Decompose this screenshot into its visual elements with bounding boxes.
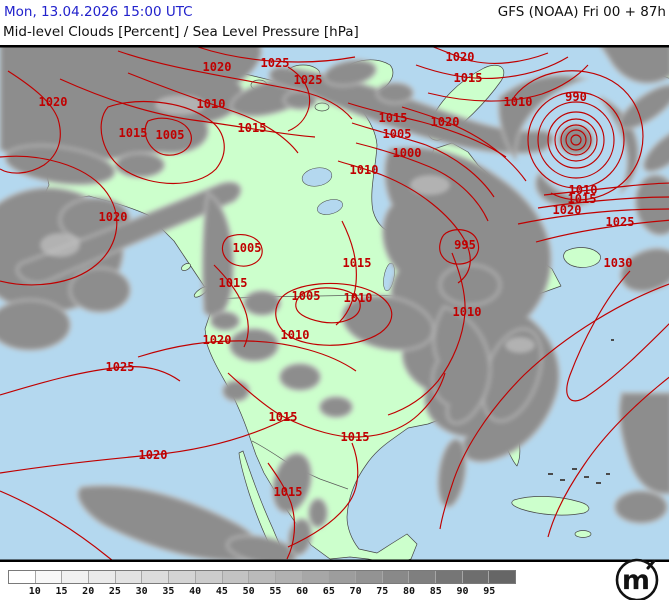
legend-tick: 85 (429, 586, 442, 597)
isobar-label: 1020 (431, 115, 460, 129)
isobar-lines (0, 45, 669, 562)
gulf-of-california (246, 455, 279, 539)
isobar-label: 1015 (269, 410, 298, 424)
map-title: Mid-level Clouds [Percent] / Sea Level P… (3, 24, 359, 40)
logo-circle (615, 558, 659, 600)
isobar-label: 1015 (454, 71, 483, 85)
isobar-label: 1010 (569, 183, 598, 197)
legend-tick: 25 (108, 586, 121, 597)
map-border-top (0, 45, 669, 48)
isobar-label: 1010 (281, 328, 310, 342)
legend-segment (355, 571, 383, 583)
isobar-label: 1005 (292, 289, 321, 303)
legend-tick: 15 (55, 586, 68, 597)
isobar-label: 1005 (156, 128, 185, 142)
isobar-label: 1005 (383, 127, 412, 141)
isobar-label: 1020 (99, 210, 128, 224)
isobar-label: 1010 (350, 163, 379, 177)
legend-tick: 80 (403, 586, 416, 597)
isobar-label: 995 (454, 238, 476, 252)
legend-segment (142, 571, 170, 583)
isobar-label: 1000 (393, 146, 422, 160)
logo-letter: m (622, 565, 650, 596)
legend-tick: 70 (349, 586, 362, 597)
isobar-label: 1030 (604, 256, 633, 270)
legend-tick: 60 (296, 586, 309, 597)
legend-segment (436, 571, 463, 583)
legend-region: 10 15 20 25 30 35 40 45 50 55 60 65 70 75 80 85 90 95 (0, 562, 669, 600)
isobar-label: 1020 (203, 60, 232, 74)
isobar-label: 1005 (233, 241, 262, 255)
isobar-label: 1010 (453, 305, 482, 319)
legend-segment (169, 571, 196, 583)
isobar-label: 1015 (341, 430, 370, 444)
legend-tick: 55 (269, 586, 282, 597)
legend-segment (89, 571, 116, 583)
cloud-highlights (40, 95, 535, 353)
isobar-label: 1020 (203, 333, 232, 347)
legend-segment (62, 571, 90, 583)
legend-segment (462, 571, 490, 583)
isobar-label: 1015 (568, 192, 597, 206)
legend-tick: 40 (189, 586, 202, 597)
legend-segment (275, 571, 303, 583)
isobar-label: 1020 (139, 448, 168, 462)
island-specks (548, 339, 614, 484)
legend-tick: 65 (322, 586, 335, 597)
legend-segment (489, 571, 516, 583)
legend-tick: 50 (242, 586, 255, 597)
legend-segment (195, 571, 223, 583)
legend-segment (302, 571, 330, 583)
legend-segment (409, 571, 436, 583)
legend-segment (9, 571, 36, 583)
legend-tick: 75 (376, 586, 389, 597)
legend-segment (222, 571, 250, 583)
isobar-label: 1020 (553, 203, 582, 217)
legend-tick: 90 (456, 586, 469, 597)
legend-tick: 45 (215, 586, 228, 597)
isobar-label: 1020 (446, 50, 475, 64)
isobar-label: 1025 (606, 215, 635, 229)
cloud-layer (0, 45, 669, 562)
legend-segment (115, 571, 143, 583)
isobar-label: 1025 (294, 73, 323, 87)
isobar-label: 1025 (261, 56, 290, 70)
logo-apostrophe (646, 559, 656, 570)
legend-segment (35, 571, 63, 583)
legend-tick: 95 (483, 586, 496, 597)
isobar-label: 1020 (39, 95, 68, 109)
legend-tick: 10 (28, 586, 41, 597)
legend-segment (329, 571, 356, 583)
isobar-label: 1015 (119, 126, 148, 140)
isobar-label: 1025 (106, 360, 135, 374)
isobar-label: 990 (565, 90, 587, 104)
model-run-label: GFS (NOAA) Fri 00 + 87h (497, 4, 666, 20)
datetime-label: Mon, 13.04.2026 15:00 UTC (4, 4, 193, 20)
isobar-label: 1015 (343, 256, 372, 270)
weather-map[interactable]: 1020 1025 1025 1010 1015 1020 1015 1005 1020 1005… (0, 45, 669, 562)
legend-tick: 30 (135, 586, 148, 597)
isobar-label: 1015 (274, 485, 303, 499)
map-border-bottom (0, 559, 669, 562)
legend-tick: 35 (162, 586, 175, 597)
cloud-cover-legend (8, 570, 516, 584)
isobar-label: 1015 (219, 276, 248, 290)
isobar-label: 1010 (504, 95, 533, 109)
legend-segment (249, 571, 276, 583)
isobar-label: 1015 (238, 121, 267, 135)
site-logo[interactable]: m (609, 556, 665, 600)
isobar-label: 1010 (197, 97, 226, 111)
legend-tick: 20 (82, 586, 95, 597)
isobar-label: 1015 (379, 111, 408, 125)
legend-segment (382, 571, 410, 583)
isobar-label: 1010 (344, 291, 373, 305)
